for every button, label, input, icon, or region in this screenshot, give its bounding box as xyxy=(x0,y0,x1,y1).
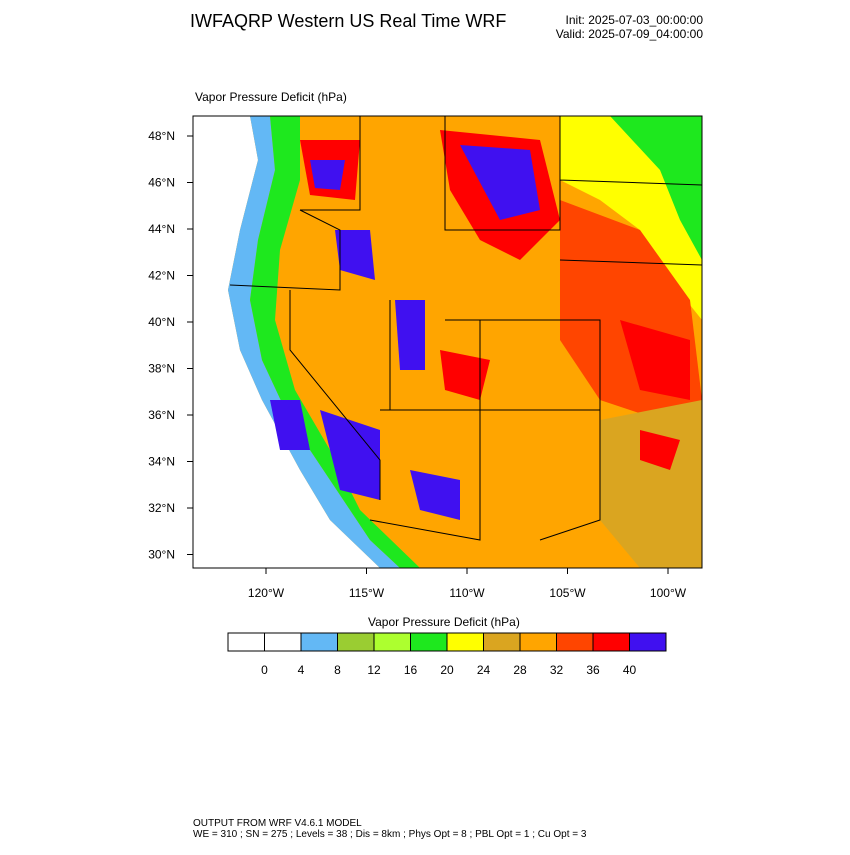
colorbar-label: 24 xyxy=(477,663,491,677)
colorbar-label: 32 xyxy=(550,663,564,677)
colorbar-label: 4 xyxy=(298,663,305,677)
colorbar-box xyxy=(592,632,630,652)
footer-line: OUTPUT FROM WRF V4.6.1 MODEL xyxy=(193,818,362,829)
colorbar-box xyxy=(300,632,338,652)
lon-label: 100°W xyxy=(650,586,687,600)
title: IWFAQRP Western US Real Time WRF xyxy=(190,11,506,31)
colorbar-box xyxy=(446,632,484,652)
boundaries xyxy=(229,116,703,541)
colorbar-label: 0 xyxy=(261,663,268,677)
lat-label: 30°N xyxy=(148,548,175,562)
lat-label: 38°N xyxy=(148,362,175,376)
colorbar-box xyxy=(264,632,302,652)
lat-label: 46°N xyxy=(148,176,175,190)
colorbar-label: 28 xyxy=(513,663,527,677)
colorbar-box xyxy=(629,632,667,652)
map-frame xyxy=(192,115,703,569)
colorbar-box xyxy=(556,632,594,652)
lat-label: 36°N xyxy=(148,408,175,422)
colorbar-box xyxy=(483,632,521,652)
lat-label: 48°N xyxy=(148,129,175,143)
colorbar-box xyxy=(373,632,411,652)
colorbar-box xyxy=(519,632,557,652)
colorbar-label: 8 xyxy=(334,663,341,677)
lat-label: 32°N xyxy=(148,501,175,515)
lon-label: 110°W xyxy=(449,586,485,600)
colorbar-label: 40 xyxy=(623,663,637,677)
colorbar-title: Vapor Pressure Deficit (hPa) xyxy=(368,615,520,629)
field-label: Vapor Pressure Deficit (hPa) xyxy=(195,90,347,104)
lat-label: 44°N xyxy=(148,222,175,236)
colorbar-label: 20 xyxy=(440,663,454,677)
colorbar-label: 36 xyxy=(586,663,600,677)
init-time: Init: 2025-07-03_00:00:00 xyxy=(566,13,704,27)
colorbar-box xyxy=(227,632,265,652)
colorbar-box xyxy=(410,632,448,652)
map-field xyxy=(193,116,702,568)
colorbar-label: 12 xyxy=(367,663,381,677)
lon-label: 115°W xyxy=(349,586,385,600)
footer-line: WE = 310 ; SN = 275 ; Levels = 38 ; Dis … xyxy=(193,829,587,840)
lon-label: 120°W xyxy=(248,586,285,600)
colorbar-label: 16 xyxy=(404,663,418,677)
lon-label: 105°W xyxy=(549,586,586,600)
lat-label: 42°N xyxy=(148,269,175,283)
valid-time: Valid: 2025-07-09_04:00:00 xyxy=(556,27,704,41)
lat-label: 34°N xyxy=(148,455,175,469)
lat-label: 40°N xyxy=(148,315,175,329)
colorbar-box xyxy=(337,632,375,652)
